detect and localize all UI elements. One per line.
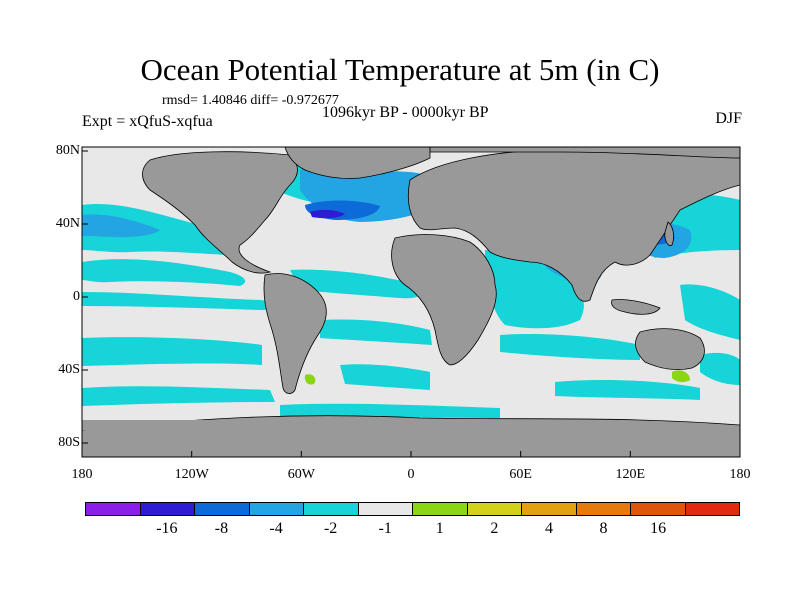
colorbar-label: -1 xyxy=(378,520,392,537)
y-tick-label: 80N xyxy=(55,143,80,158)
x-tick-label: 120E xyxy=(615,467,646,482)
y-tick-label: 80S xyxy=(58,435,80,450)
colorbar-label: 4 xyxy=(544,520,553,537)
anomaly-regions-light-cyan xyxy=(82,164,740,418)
colorbar-swatch xyxy=(195,503,250,515)
colorbar-swatch xyxy=(304,503,359,515)
colorbar-swatch xyxy=(576,503,631,515)
season-label: DJF xyxy=(715,110,742,127)
colorbar-swatch xyxy=(140,503,195,515)
colorbar-label: -2 xyxy=(323,520,338,537)
x-tick-label: 180 xyxy=(729,467,751,482)
period-label: 1096kyr BP - 0000kyr BP xyxy=(322,104,489,121)
x-tick-label: 60W xyxy=(287,467,315,482)
colorbar-swatch xyxy=(413,503,468,515)
anomaly-regions-dark-blue xyxy=(310,209,345,219)
x-tick-label: 180 xyxy=(71,467,93,482)
colorbar-label: -8 xyxy=(214,520,229,537)
colorbar-swatch xyxy=(249,503,304,515)
sea-ice-edge xyxy=(82,420,312,430)
x-tick-label: 0 xyxy=(407,467,415,482)
colorbar-label: 2 xyxy=(490,520,499,537)
x-tick-label: 60E xyxy=(509,467,532,482)
colorbar-swatch xyxy=(522,503,577,515)
colorbar-label: 1 xyxy=(435,520,444,537)
map-title: Ocean Potential Temperature at 5m (in C) xyxy=(140,52,660,87)
colorbar-label: 16 xyxy=(650,520,667,537)
colorbar-swatch xyxy=(86,503,141,515)
stats-label: rmsd= 1.40846 diff= -0.972677 xyxy=(162,93,339,108)
colorbar-label: 8 xyxy=(599,520,608,537)
colorbar-label: -16 xyxy=(156,520,178,537)
y-tick-label: 40S xyxy=(58,362,80,377)
colorbar-swatch xyxy=(467,503,522,515)
y-tick-label: 0 xyxy=(73,289,80,304)
colorbar-label: -4 xyxy=(269,520,283,537)
x-tick-label: 120W xyxy=(174,467,209,482)
colorbar-swatch xyxy=(631,503,686,515)
axis-ticks xyxy=(81,150,741,457)
colorbar-swatch xyxy=(358,503,413,515)
y-tick-label: 40N xyxy=(55,216,80,231)
colorbar xyxy=(85,502,740,516)
colorbar-swatch xyxy=(685,503,739,515)
experiment-label: Expt = xQfuS-xqfua xyxy=(82,113,213,130)
